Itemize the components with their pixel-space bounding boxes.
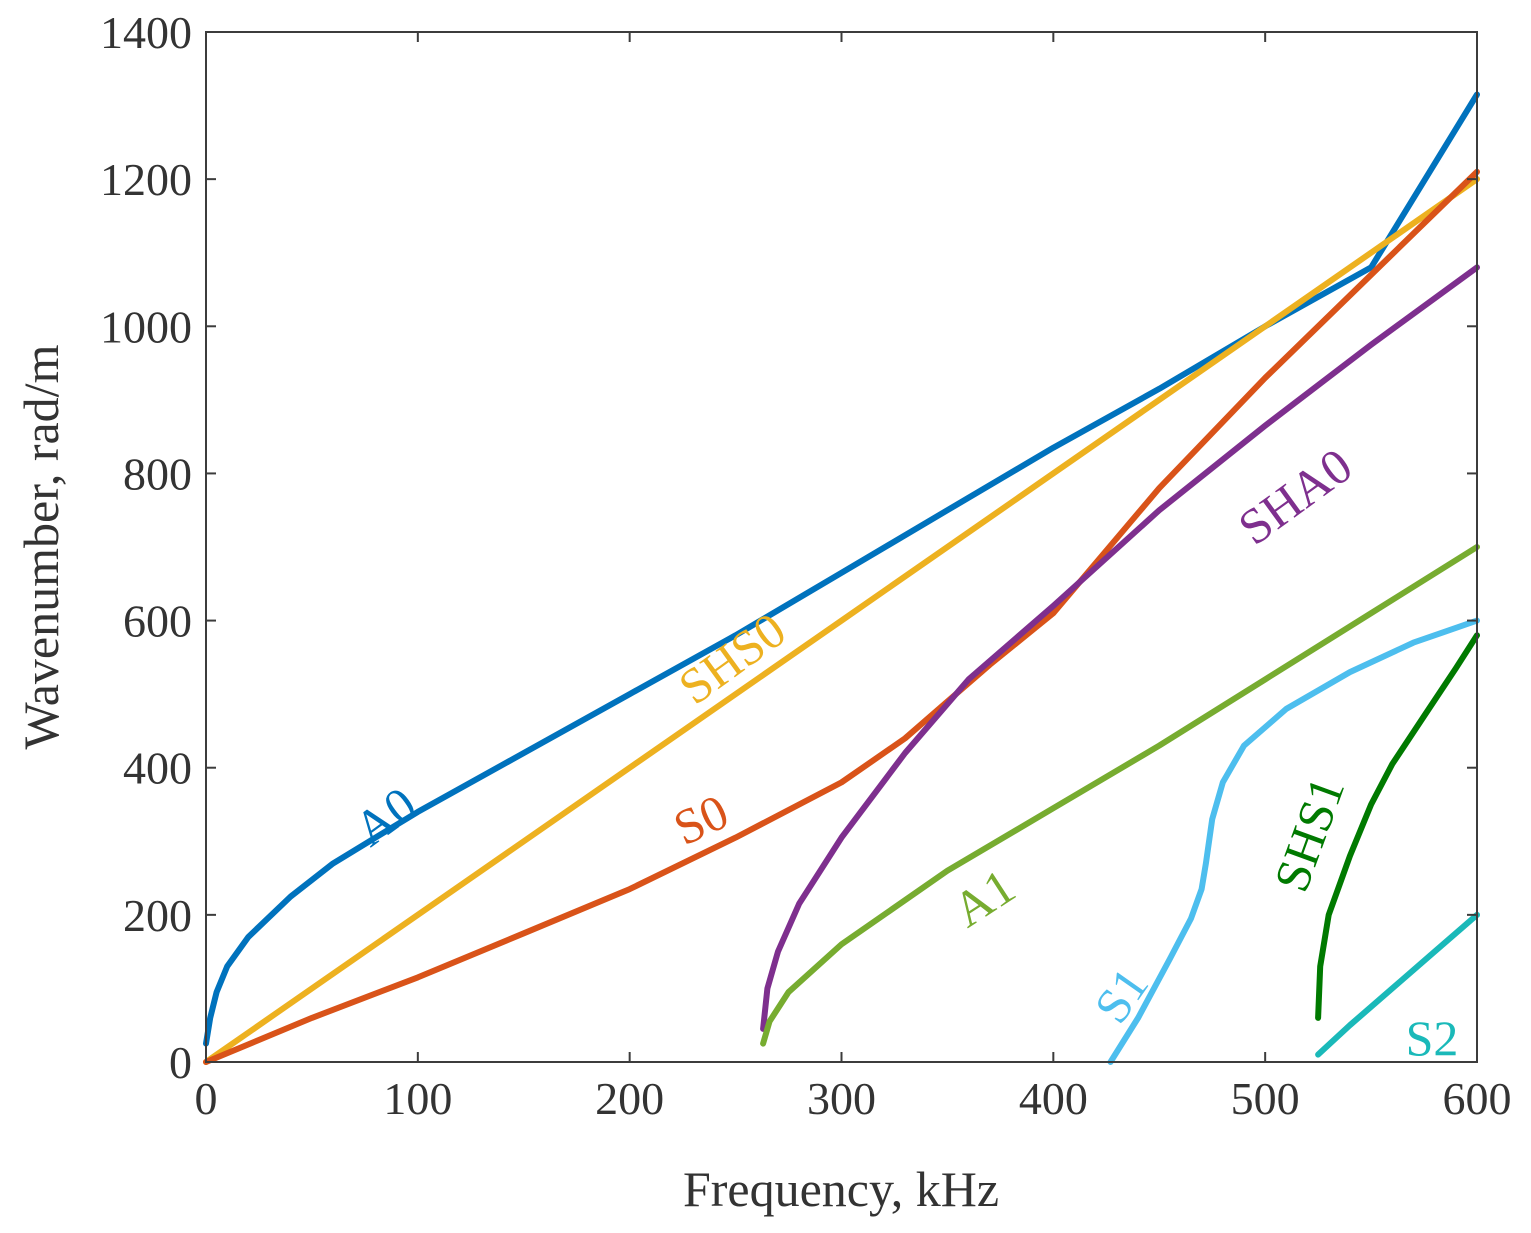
x-tick-label: 600 [1443,1073,1512,1124]
curves-layer [203,91,1480,1065]
series-line-A1 [760,544,1480,1047]
y-tick-label: 1000 [100,301,192,352]
x-tick-label: 200 [595,1073,664,1124]
y-tick-label: 1400 [100,7,192,58]
x-tick-label: 400 [1019,1073,1088,1124]
series-label-S1: S1 [1083,958,1159,1033]
series-line-SHS0 [203,176,1480,1065]
x-tick-label: 500 [1231,1073,1300,1124]
ticks-layer: 0 100 200 300 400 500 600 0 200 400 600 800 1000 1200… [100,7,1512,1124]
y-axis-title: Wavenumber, rad/m [13,344,69,749]
y-tick-label: 800 [123,448,192,499]
curve-labels-layer: A0 SHS0 S0 SHA0 A1 S1 SHS1 S2 [344,437,1459,1066]
series-line-SHA0 [760,264,1480,1032]
series-line-S2 [1315,911,1480,1058]
y-tick-label: 0 [169,1037,192,1088]
series-line-A0 [203,91,1480,1047]
series-line-SHS1 [1315,632,1480,1021]
axes-layer [205,31,1478,1063]
y-tick-label: 400 [123,743,192,794]
y-tick-label: 200 [123,890,192,941]
x-tick-label: 300 [807,1073,876,1124]
series-label-S2: S2 [1406,1010,1459,1066]
series-label-A0: A0 [344,776,426,857]
y-tick-label: 1200 [100,154,192,205]
series-line-S1 [1107,617,1480,1065]
x-tick-label: 0 [195,1073,218,1124]
y-tick-label: 600 [123,596,192,647]
series-line-S0 [203,168,1480,1065]
series-label-A1: A1 [943,858,1025,938]
x-axis-title: Frequency, kHz [683,1161,999,1217]
plot-frame [205,31,1478,1063]
x-tick-label: 100 [383,1073,452,1124]
series-label-SHA0: SHA0 [1228,437,1362,556]
